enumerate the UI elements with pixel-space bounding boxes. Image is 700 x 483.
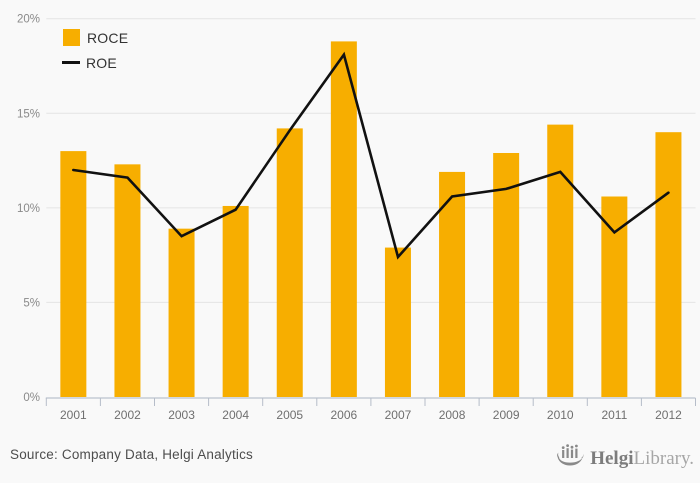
bar-2006[interactable] [330, 41, 357, 397]
x-axis-label-2007: 2007 [385, 408, 412, 422]
brand-helgi: Helgi [590, 448, 634, 469]
x-axis-label-2001: 2001 [60, 408, 87, 422]
viking-ship-icon [555, 443, 585, 475]
legend: ROCE ROE [62, 28, 128, 78]
x-axis-label-2012: 2012 [655, 408, 682, 422]
x-axis-label-2008: 2008 [439, 408, 466, 422]
helgi-library-logo[interactable]: HelgiLibrary. [555, 443, 694, 475]
bar-2007[interactable] [384, 247, 411, 397]
bar-2003[interactable] [168, 228, 195, 397]
x-axis-label-2002: 2002 [114, 408, 141, 422]
x-axis-label-2011: 2011 [601, 408, 627, 422]
roce-swatch-icon [63, 29, 80, 46]
brand-library: Library. [633, 448, 695, 469]
y-axis-label-0: 0% [23, 392, 40, 404]
y-axis-label-15: 15% [17, 108, 40, 120]
x-axis-label-2010: 2010 [547, 408, 574, 422]
x-axis-label-2003: 2003 [168, 408, 195, 422]
y-axis-label-5: 5% [23, 297, 40, 309]
bar-2011[interactable] [601, 196, 628, 397]
bar-2009[interactable] [493, 152, 520, 397]
bar-2012[interactable] [655, 132, 682, 397]
brand-wordmark: HelgiLibrary. [590, 444, 694, 474]
legend-label-roce: ROCE [87, 29, 129, 46]
bar-2004[interactable] [222, 205, 249, 397]
x-axis-label-2009: 2009 [493, 408, 520, 422]
bar-2010[interactable] [547, 124, 574, 398]
bar-2001[interactable] [60, 151, 87, 397]
x-axis-label-2004: 2004 [222, 408, 249, 422]
bar-2002[interactable] [114, 164, 141, 397]
y-axis-label-20: 20% [17, 14, 40, 26]
legend-item-roce[interactable]: ROCE [63, 28, 128, 47]
x-axis-label-2005: 2005 [276, 408, 303, 422]
legend-label-roe: ROE [86, 54, 117, 71]
x-axis-label-2006: 2006 [330, 408, 357, 422]
bar-2008[interactable] [439, 171, 466, 397]
y-axis-label-10: 10% [17, 203, 40, 215]
legend-item-roe[interactable]: ROE [62, 53, 128, 72]
roe-line-icon [62, 61, 80, 64]
source-text: Source: Company Data, Helgi Analytics [10, 447, 254, 462]
bar-2005[interactable] [276, 128, 303, 398]
roe-line[interactable] [72, 51, 670, 260]
